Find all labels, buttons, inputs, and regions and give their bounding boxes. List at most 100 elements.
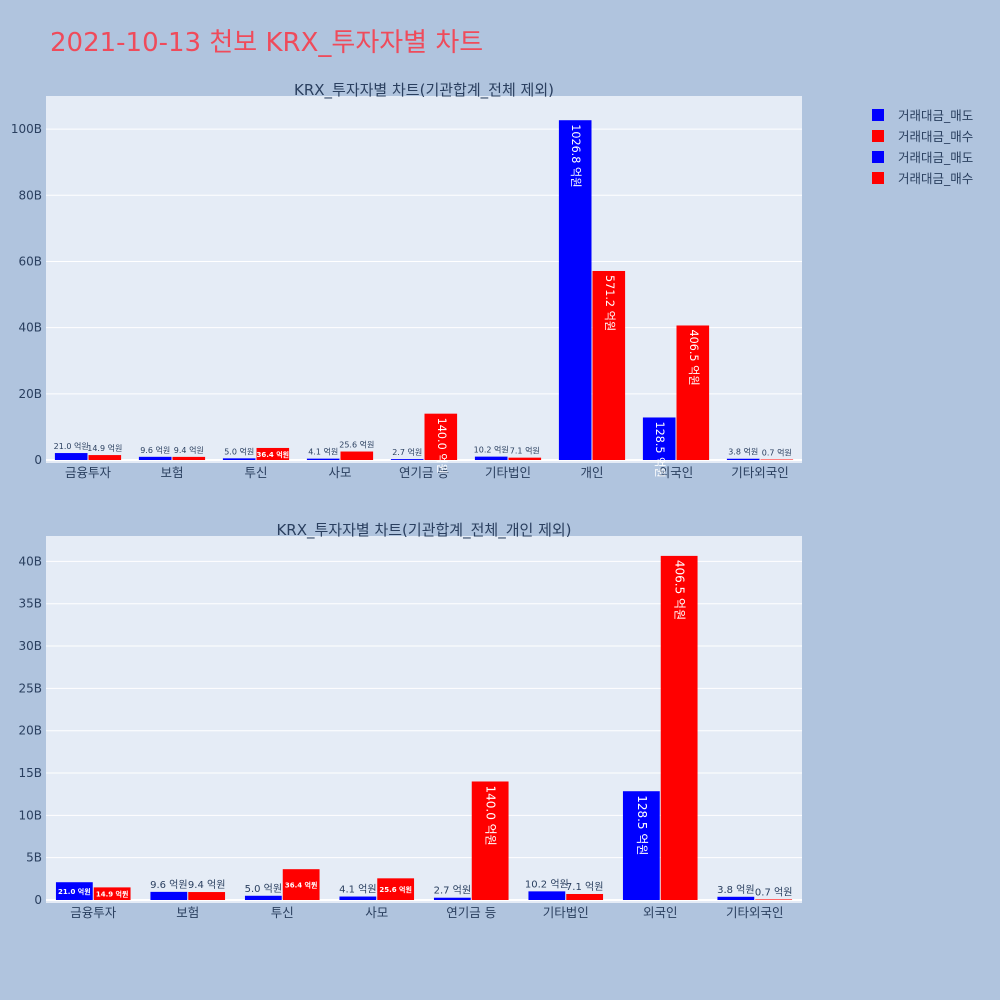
bar (592, 270, 626, 460)
bar (528, 891, 566, 900)
data-label: 4.1 억원 (339, 884, 376, 896)
bar (760, 459, 794, 460)
x-tick-label: 금융투자 (65, 465, 112, 480)
x-tick-label: 외국인 (643, 905, 678, 920)
x-tick-label: 보험 (160, 465, 183, 480)
y-tick-label: 0 (34, 453, 42, 467)
x-tick-label: 기타법인 (543, 905, 589, 920)
bar (390, 459, 424, 460)
bar (474, 456, 508, 460)
plot-area (46, 96, 802, 463)
data-label: 7.1 억원 (510, 446, 540, 456)
legend-swatch-buy (872, 129, 884, 142)
y-tick-label: 40B (18, 321, 42, 335)
bar (755, 899, 793, 900)
y-tick-label: 35B (18, 597, 42, 611)
x-tick-label: 보험 (176, 905, 199, 920)
data-label: 10.2 억원 (474, 445, 509, 455)
data-label: 9.6 억원 (150, 879, 187, 891)
x-tick-label: 기타외국인 (731, 465, 789, 480)
data-label: 36.4 억원 (257, 450, 290, 459)
y-tick-label: 40B (18, 554, 42, 568)
data-label: 36.4 억원 (285, 881, 318, 890)
x-tick-label: 연기금 등 (399, 465, 449, 480)
legend[interactable]: 거래대금_매도 거래대금_매수 거래대금_매도 거래대금_매수 (872, 104, 973, 188)
data-label: 571.2 억원 (603, 275, 617, 331)
data-label: 9.4 억원 (188, 879, 225, 891)
y-tick-label: 25B (18, 681, 42, 695)
data-label: 25.6 억원 (379, 885, 412, 894)
bar (55, 882, 93, 900)
bar (726, 458, 760, 460)
chart-title: KRX_투자자별 차트(기관합계_전체_개인 제외) (276, 521, 571, 540)
bar (150, 891, 188, 900)
x-tick-label: 금융투자 (70, 905, 117, 920)
bar (222, 458, 256, 460)
x-tick-label: 기타법인 (485, 465, 531, 480)
data-label: 140.0 억원 (435, 418, 449, 474)
x-tick-label: 사모 (328, 465, 351, 480)
data-label: 128.5 억원 (635, 795, 649, 855)
legend-item[interactable]: 거래대금_매수 (872, 125, 973, 146)
y-tick-label: 20B (18, 387, 42, 401)
y-tick-label: 0 (34, 893, 42, 907)
data-label: 0.7 억원 (762, 448, 792, 458)
x-tick-label: 기타외국인 (726, 905, 784, 920)
bar (93, 887, 131, 900)
y-tick-label: 80B (18, 188, 42, 202)
data-label: 406.5 억원 (673, 560, 687, 620)
legend-swatch-buy (872, 171, 884, 184)
y-tick-label: 10B (18, 808, 42, 822)
data-label: 14.9 억원 (96, 890, 129, 899)
data-label: 5.0 억원 (224, 446, 254, 456)
data-label: 25.6 억원 (339, 440, 374, 450)
bar (717, 896, 755, 900)
bar (660, 555, 698, 900)
data-label: 128.5 억원 (653, 421, 667, 477)
bar (424, 413, 458, 460)
data-label: 0.7 억원 (755, 886, 792, 898)
data-label: 9.4 억원 (174, 445, 204, 455)
bar (642, 417, 676, 460)
data-label: 406.5 억원 (687, 329, 701, 385)
bar (566, 893, 604, 900)
bar (622, 791, 660, 900)
legend-swatch-sell (872, 150, 884, 163)
bar (676, 325, 710, 460)
legend-item[interactable]: 거래대금_매도 (872, 104, 973, 125)
y-tick-label: 5B (26, 851, 42, 865)
bar (244, 895, 282, 900)
bar (138, 456, 172, 460)
data-label: 4.1 억원 (308, 447, 338, 457)
legend-label: 거래대금_매도 (898, 108, 974, 123)
bar (88, 455, 122, 460)
x-tick-label: 외국인 (659, 465, 694, 480)
data-label: 10.2 억원 (525, 878, 569, 890)
bar (433, 897, 471, 900)
legend-label: 거래대금_매도 (898, 150, 974, 165)
bar (508, 457, 542, 460)
y-tick-label: 100B (11, 122, 42, 136)
legend-item[interactable]: 거래대금_매수 (872, 167, 973, 188)
data-label: 3.8 억원 (717, 884, 754, 896)
x-tick-label: 투신 (244, 465, 267, 480)
data-label: 14.9 억원 (87, 443, 122, 453)
legend-item[interactable]: 거래대금_매도 (872, 146, 973, 167)
data-label: 3.8 억원 (728, 447, 758, 457)
data-label: 140.0 억원 (484, 785, 498, 845)
legend-swatch-sell (872, 108, 884, 121)
x-tick-label: 투신 (271, 905, 294, 920)
y-tick-label: 30B (18, 639, 42, 653)
chart-title: KRX_투자자별 차트(기관합계_전체 제외) (294, 81, 554, 100)
data-label: 7.1 억원 (566, 881, 603, 893)
x-tick-label: 개인 (580, 465, 603, 480)
bar (256, 447, 290, 460)
y-tick-label: 15B (18, 766, 42, 780)
bar (54, 453, 88, 460)
data-label: 1026.8 억원 (569, 124, 583, 187)
legend-label: 거래대금_매수 (898, 171, 974, 186)
bar (377, 878, 415, 900)
bar (282, 869, 320, 900)
page-title: 2021-10-13 천보 KRX_투자자별 차트 (50, 28, 484, 58)
